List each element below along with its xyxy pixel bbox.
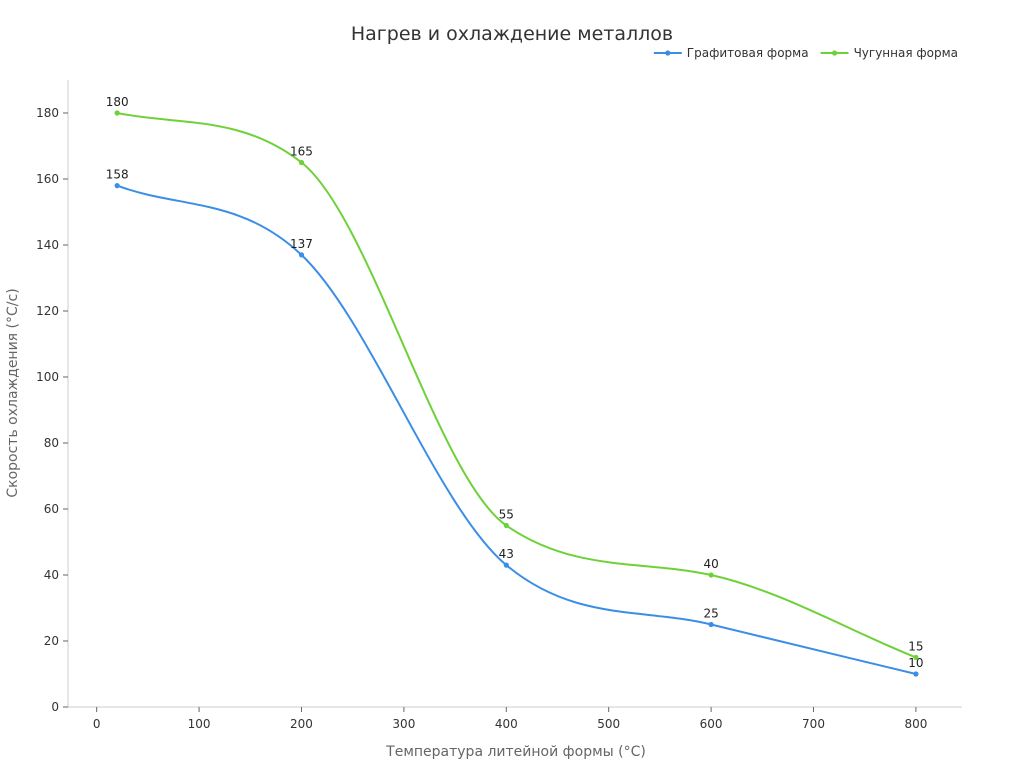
x-tick-label: 200 [290,717,313,731]
data-label: 40 [703,557,718,571]
legend-item[interactable]: Графитовая форма [653,46,809,60]
data-label: 15 [908,640,923,654]
data-point[interactable] [298,159,305,166]
data-point[interactable] [298,252,305,258]
y-tick-label: 40 [44,568,59,582]
x-axis-ticks: 0 100 200 300 400 500 600 700 800 [93,707,927,731]
series-line [116,112,917,659]
y-axis-ticks: 0 20 40 60 80 100 120 140 160 180 [36,106,68,714]
x-tick-label: 600 [700,717,723,731]
data-point[interactable] [114,110,120,116]
data-label: 180 [106,95,129,109]
data-point[interactable] [503,562,509,568]
y-tick-label: 20 [44,634,59,648]
data-label: 137 [290,237,313,251]
y-tick-label: 60 [44,502,59,516]
series-layer: 158 137 43 25 10 180 165 55 40 15 [106,95,924,677]
legend-marker [831,50,838,56]
legend: Чугунная форма Графитовая форма [653,46,958,60]
data-label: 158 [106,168,129,182]
x-tick-label: 0 [93,717,101,731]
axes [67,80,962,708]
data-label: 10 [908,656,923,670]
x-tick-label: 500 [597,717,620,731]
x-tick-label: 700 [802,717,825,731]
data-point[interactable] [913,654,919,661]
legend-marker [665,50,671,56]
y-tick-label: 0 [51,700,59,714]
data-point[interactable] [114,183,120,189]
y-tick-label: 140 [36,238,59,252]
y-tick-label: 160 [36,172,59,186]
chart-title: Нагрев и охлаждение металлов [351,23,673,45]
data-label: 165 [290,145,313,159]
x-tick-label: 100 [188,717,211,731]
y-tick-label: 120 [36,304,59,318]
y-tick-label: 100 [36,370,59,384]
series-2: 180 165 55 40 15 [106,95,924,661]
data-point[interactable] [708,621,714,628]
legend-label: Графитовая форма [687,46,809,60]
y-tick-label: 180 [36,106,59,120]
y-tick-label: 80 [44,436,59,450]
series-line [116,184,917,675]
series-1: 158 137 43 25 10 [106,168,924,677]
legend-item[interactable]: Чугунная форма [820,46,958,60]
x-tick-label: 300 [392,717,415,731]
x-axis-label: Температура литейной формы (°C) [385,744,646,760]
x-tick-label: 400 [495,717,518,731]
x-tick-label: 800 [904,717,927,731]
data-label: 25 [703,607,718,621]
data-point[interactable] [503,522,509,529]
legend-label: Чугунная форма [854,46,958,60]
y-axis-label: Скорость охлаждения (°C/с) [5,288,21,497]
data-label: 43 [499,547,514,561]
data-point[interactable] [913,671,919,677]
data-label: 55 [499,508,514,522]
data-point[interactable] [708,572,714,578]
